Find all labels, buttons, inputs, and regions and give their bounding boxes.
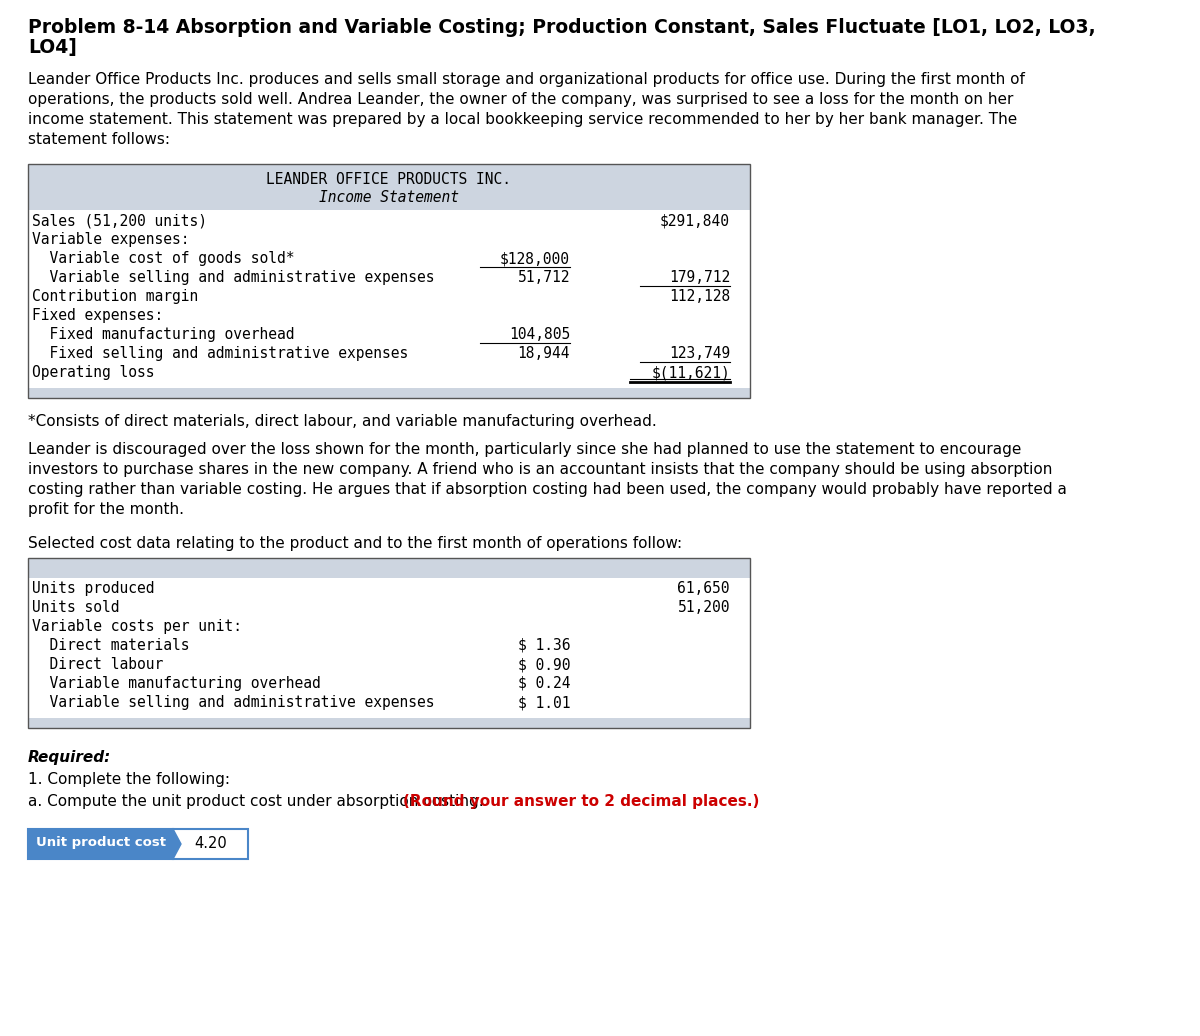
Text: Variable selling and administrative expenses: Variable selling and administrative expe…: [32, 270, 434, 285]
Text: $ 1.36: $ 1.36: [517, 638, 570, 653]
Text: 123,749: 123,749: [668, 346, 730, 361]
Text: Variable selling and administrative expenses: Variable selling and administrative expe…: [32, 695, 434, 710]
Text: 51,200: 51,200: [678, 600, 730, 615]
Text: Sales (51,200 units): Sales (51,200 units): [32, 213, 208, 228]
Text: statement follows:: statement follows:: [28, 132, 170, 147]
Text: income statement. This statement was prepared by a local bookkeeping service rec: income statement. This statement was pre…: [28, 112, 1018, 127]
Text: Income Statement: Income Statement: [319, 190, 458, 205]
Text: $(11,621): $(11,621): [652, 365, 730, 380]
Text: Operating loss: Operating loss: [32, 365, 155, 380]
Text: 104,805: 104,805: [509, 327, 570, 342]
Text: 18,944: 18,944: [517, 346, 570, 361]
Text: Required:: Required:: [28, 750, 112, 765]
Text: Units sold: Units sold: [32, 600, 120, 615]
Bar: [28, 829, 173, 859]
Text: LEANDER OFFICE PRODUCTS INC.: LEANDER OFFICE PRODUCTS INC.: [266, 172, 511, 188]
Bar: [28, 164, 750, 210]
Text: Direct labour: Direct labour: [32, 657, 163, 672]
Bar: [28, 388, 750, 398]
Text: Variable manufacturing overhead: Variable manufacturing overhead: [32, 677, 320, 691]
Text: LO4]: LO4]: [28, 38, 77, 57]
Bar: [28, 558, 750, 578]
Text: Fixed expenses:: Fixed expenses:: [32, 308, 163, 323]
Text: $128,000: $128,000: [500, 251, 570, 266]
Text: Variable cost of goods sold*: Variable cost of goods sold*: [32, 251, 294, 266]
Text: *Consists of direct materials, direct labour, and variable manufacturing overhea: *Consists of direct materials, direct la…: [28, 414, 656, 429]
Text: Direct materials: Direct materials: [32, 638, 190, 653]
Text: Fixed selling and administrative expenses: Fixed selling and administrative expense…: [32, 346, 408, 361]
Polygon shape: [173, 829, 181, 859]
Text: Leander Office Products Inc. produces and sells small storage and organizational: Leander Office Products Inc. produces an…: [28, 71, 1025, 87]
Bar: [28, 164, 750, 398]
Text: investors to purchase shares in the new company. A friend who is an accountant i: investors to purchase shares in the new …: [28, 462, 1052, 477]
Text: profit for the month.: profit for the month.: [28, 502, 184, 517]
Text: Variable expenses:: Variable expenses:: [32, 232, 190, 247]
Text: Fixed manufacturing overhead: Fixed manufacturing overhead: [32, 327, 294, 342]
Text: Units produced: Units produced: [32, 581, 155, 596]
Text: 179,712: 179,712: [668, 270, 730, 285]
Text: a. Compute the unit product cost under absorption costing.: a. Compute the unit product cost under a…: [28, 794, 488, 809]
Text: Problem 8-14 Absorption and Variable Costing; Production Constant, Sales Fluctua: Problem 8-14 Absorption and Variable Cos…: [28, 18, 1096, 37]
Text: Contribution margin: Contribution margin: [32, 289, 198, 304]
Text: (Round your answer to 2 decimal places.): (Round your answer to 2 decimal places.): [403, 794, 760, 809]
Text: $ 1.01: $ 1.01: [517, 695, 570, 710]
Bar: [28, 558, 750, 728]
Text: 61,650: 61,650: [678, 581, 730, 596]
Text: operations, the products sold well. Andrea Leander, the owner of the company, wa: operations, the products sold well. Andr…: [28, 92, 1013, 107]
Text: costing rather than variable costing. He argues that if absorption costing had b: costing rather than variable costing. He…: [28, 482, 1067, 497]
Text: $ 0.90: $ 0.90: [517, 657, 570, 672]
Bar: [28, 718, 750, 728]
Text: 1. Complete the following:: 1. Complete the following:: [28, 772, 230, 787]
Text: 112,128: 112,128: [668, 289, 730, 304]
Text: $ 0.24: $ 0.24: [517, 677, 570, 691]
Text: Selected cost data relating to the product and to the first month of operations : Selected cost data relating to the produ…: [28, 536, 682, 551]
Text: 4.20: 4.20: [194, 836, 227, 851]
Text: 51,712: 51,712: [517, 270, 570, 285]
Text: Unit product cost: Unit product cost: [36, 836, 166, 848]
Text: $291,840: $291,840: [660, 213, 730, 228]
Text: Leander is discouraged over the loss shown for the month, particularly since she: Leander is discouraged over the loss sho…: [28, 442, 1021, 457]
Text: Variable costs per unit:: Variable costs per unit:: [32, 618, 242, 634]
Bar: [173, 829, 248, 859]
